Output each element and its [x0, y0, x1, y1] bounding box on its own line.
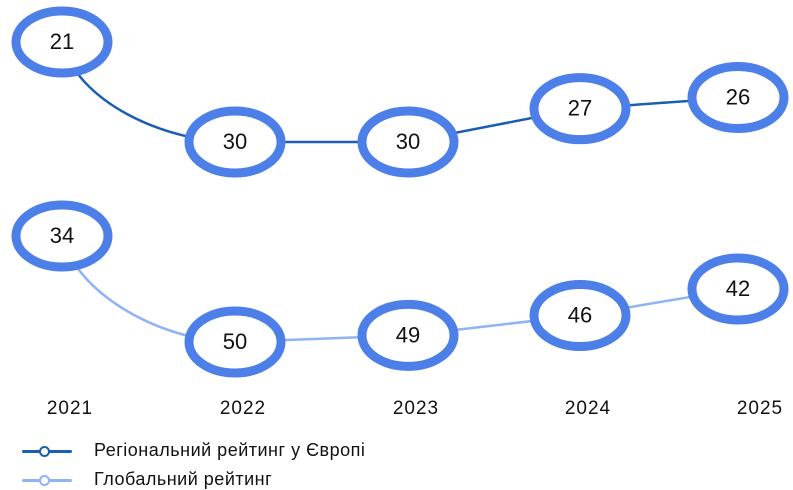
- marker-regional-2025: [687, 62, 789, 134]
- x-tick-2023: 2023: [393, 398, 439, 419]
- data-label-global-2022: 50: [223, 329, 247, 354]
- series-regional: 21 30 30 27 26: [11, 6, 789, 178]
- data-label-regional-2024: 27: [568, 96, 592, 121]
- x-tick-2022: 2022: [220, 398, 266, 419]
- legend-label-global: Глобальний рейтинг: [94, 469, 273, 489]
- data-label-global-2024: 46: [568, 303, 592, 328]
- legend-swatch-regional: [22, 444, 72, 458]
- data-label-regional-2022: 30: [223, 129, 247, 154]
- legend-item-global: Глобальний рейтинг: [22, 469, 272, 490]
- legend-item-regional: Регіональний рейтинг у Європі: [22, 440, 365, 461]
- marker-regional-2024: [529, 73, 631, 145]
- x-tick-2024: 2024: [565, 398, 611, 419]
- marker-global-2024: [529, 280, 631, 351]
- x-tick-2025: 2025: [737, 398, 783, 419]
- series-global: 34 50 49 46 42: [11, 200, 789, 378]
- data-label-global-2021: 34: [50, 223, 74, 248]
- x-tick-2021: 2021: [47, 398, 93, 419]
- data-label-regional-2021: 21: [50, 29, 74, 54]
- x-axis: 2021 2022 2023 2024 2025: [47, 398, 783, 419]
- data-label-regional-2025: 26: [726, 85, 750, 110]
- marker-global-2025: [687, 253, 789, 325]
- data-label-global-2023: 49: [396, 322, 420, 347]
- marker-global-2021: [11, 200, 113, 272]
- legend-swatch-global: [22, 473, 72, 487]
- data-label-regional-2023: 30: [396, 129, 420, 154]
- legend-label-regional: Регіональний рейтинг у Європі: [94, 440, 366, 460]
- marker-global-2022: [184, 306, 286, 378]
- marker-regional-2021: [11, 6, 113, 78]
- data-label-global-2025: 42: [726, 276, 750, 301]
- marker-global-2023: [357, 299, 459, 371]
- marker-regional-2023: [357, 106, 459, 178]
- marker-regional-2022: [184, 106, 286, 178]
